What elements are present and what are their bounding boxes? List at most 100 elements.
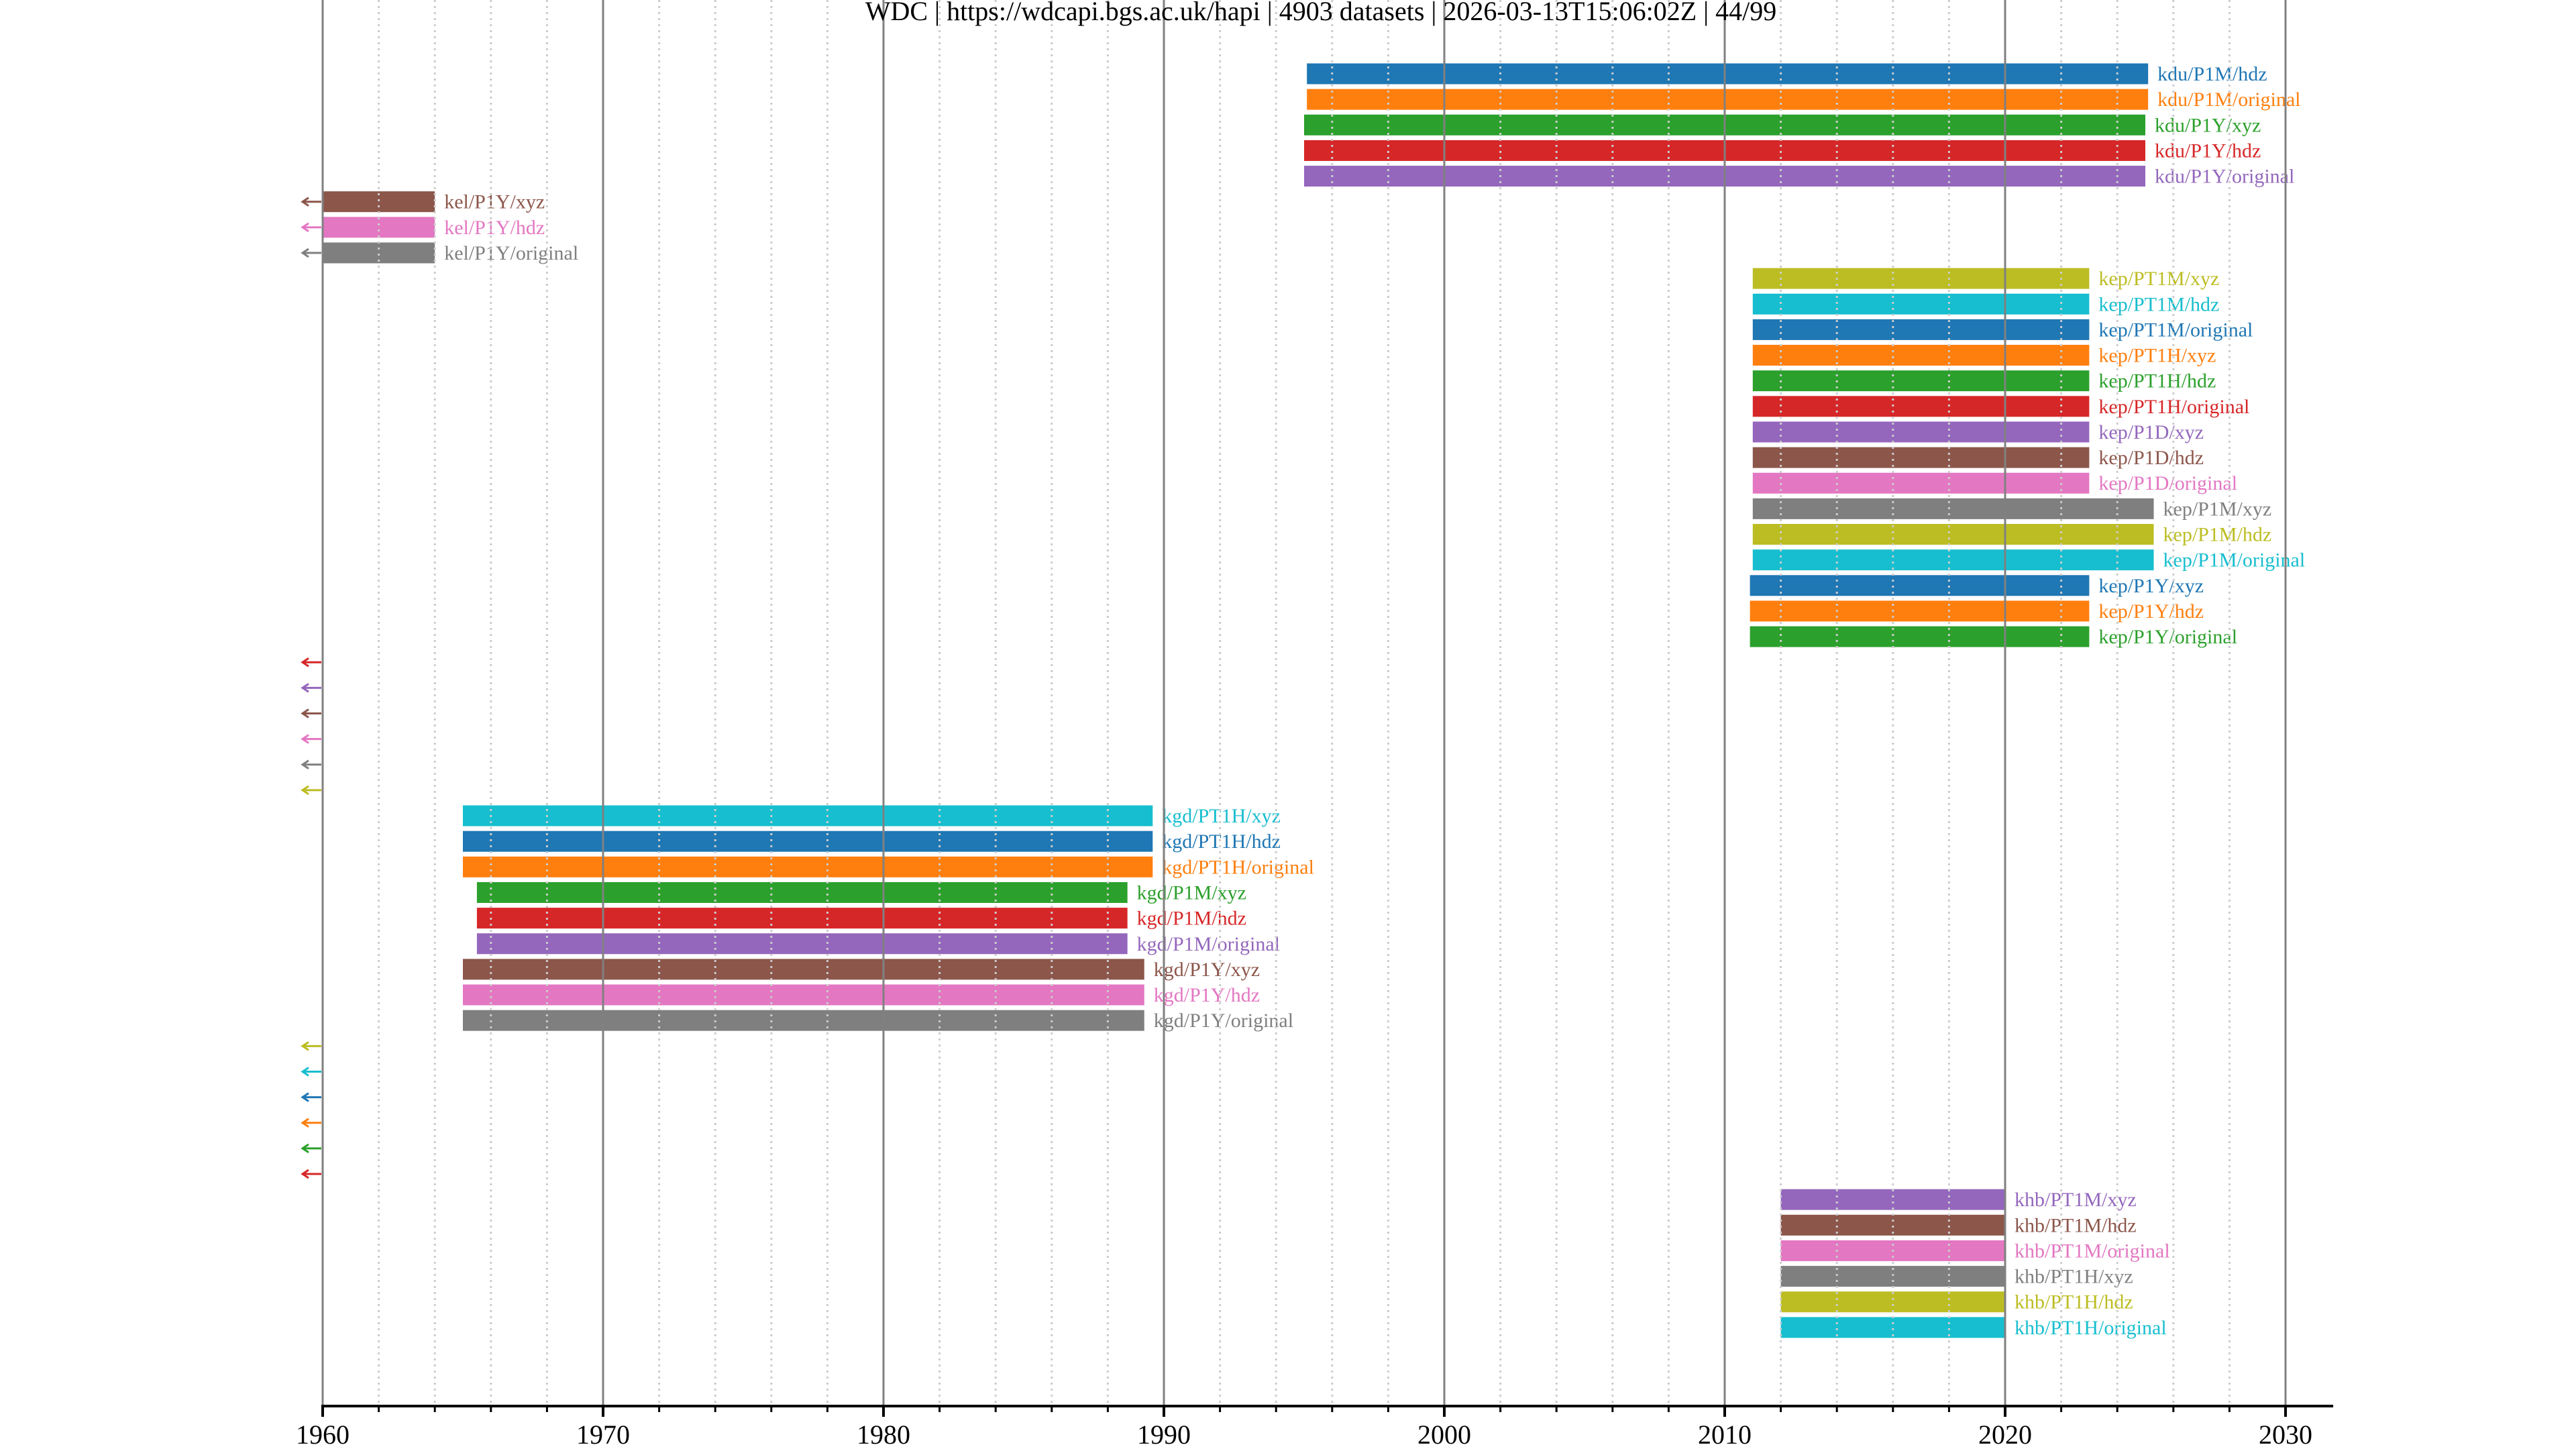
dataset-label: khb/PT1M/hdz — [2015, 1214, 2137, 1236]
dataset-label: kdu/P1Y/hdz — [2155, 140, 2261, 162]
arrow-head — [301, 734, 309, 744]
dataset-bar — [1780, 1189, 2005, 1210]
dataset-label: kgd/P1Y/xyz — [1154, 959, 1260, 981]
dataset-bar — [476, 908, 1128, 929]
dataset-label: kel/P1Y/original — [444, 242, 578, 264]
dataset-label: kgd/P1M/hdz — [1137, 908, 1246, 930]
dataset-label: kep/PT1M/hdz — [2098, 293, 2219, 315]
dataset-label: kep/P1M/hdz — [2163, 524, 2272, 546]
dataset-label: kep/P1Y/original — [2098, 626, 2237, 648]
before-range-arrow-icon — [301, 1067, 321, 1077]
dataset-label: kep/PT1H/xyz — [2098, 345, 2216, 367]
dataset-label: khb/PT1M/original — [2015, 1240, 2170, 1262]
x-tick-label: 1990 — [1137, 1419, 1191, 1449]
arrow-head — [301, 759, 309, 770]
dataset-bar — [1752, 370, 2090, 392]
before-range-arrow-icon — [301, 734, 321, 744]
arrow-head — [301, 1118, 309, 1128]
x-tick-label: 2000 — [1417, 1419, 1471, 1449]
dataset-bar — [1752, 319, 2090, 340]
arrow-head — [301, 222, 309, 233]
before-range-arrow-icon — [301, 1169, 321, 1179]
dataset-label: kdu/P1Y/original — [2155, 166, 2294, 188]
arrow-head — [301, 1143, 309, 1154]
dataset-label: kgd/P1M/xyz — [1137, 881, 1246, 904]
dataset-label: kgd/PT1H/xyz — [1162, 805, 1281, 827]
dataset-bar — [1780, 1291, 2005, 1313]
arrow-head — [301, 197, 309, 207]
x-tick-label: 2020 — [1978, 1419, 2032, 1449]
dataset-bar — [1307, 89, 2149, 110]
dataset-label: kgd/PT1H/original — [1162, 856, 1314, 878]
dataset-bar — [463, 830, 1153, 852]
dataset-bar — [476, 933, 1128, 955]
chart-title: WDC | https://wdcapi.bgs.ac.uk/hapi | 49… — [865, 0, 1777, 26]
dataset-label: kep/PT1H/hdz — [2098, 370, 2216, 392]
dataset-bar — [463, 856, 1153, 877]
before-range-arrow-icon — [301, 785, 321, 796]
before-range-arrow-icon — [301, 1118, 321, 1128]
x-tick-label: 2030 — [2259, 1419, 2312, 1449]
dataset-bar — [1752, 472, 2090, 494]
arrow-head — [301, 1067, 309, 1077]
before-range-arrow-icon — [301, 708, 321, 718]
before-range-arrow-icon — [301, 197, 321, 207]
before-range-arrow-icon — [301, 248, 321, 258]
dataset-bar — [1752, 345, 2090, 366]
dataset-bar — [1752, 549, 2154, 571]
before-range-arrow-icon — [301, 1092, 321, 1102]
dataset-label: kep/PT1M/original — [2098, 319, 2253, 341]
arrow-head — [301, 785, 309, 796]
dataset-bar — [463, 805, 1153, 826]
x-axis: 1960 1970 1980 1990 2000 2010 2020 2030 — [296, 1405, 2334, 1449]
arrow-head — [301, 1092, 309, 1102]
dataset-label: kgd/P1Y/hdz — [1154, 984, 1260, 1006]
dataset-bar — [1752, 421, 2090, 443]
before-range-arrow-icon — [301, 1041, 321, 1051]
dataset-label: kep/P1M/xyz — [2163, 498, 2272, 520]
before-range-arrow-icon — [301, 683, 321, 693]
dataset-label: kep/PT1M/xyz — [2098, 268, 2219, 290]
dataset-bar — [1752, 396, 2090, 417]
dataset-label: kep/P1D/xyz — [2098, 421, 2204, 443]
arrow-head — [301, 1041, 309, 1051]
x-tick-label: 1960 — [296, 1419, 350, 1449]
dataset-bar — [1750, 626, 2090, 647]
dataset-label: kep/P1Y/hdz — [2098, 600, 2204, 623]
dataset-label: kel/P1Y/xyz — [444, 191, 545, 213]
dataset-bar — [476, 881, 1128, 903]
dataset-label: kdu/P1Y/xyz — [2155, 114, 2261, 136]
dataset-label: kep/P1M/original — [2163, 549, 2306, 572]
before-range-arrow-icon — [301, 759, 321, 770]
dataset-bar — [1752, 498, 2154, 519]
arrow-head — [301, 708, 309, 718]
dataset-label: kgd/PT1H/hdz — [1162, 830, 1281, 853]
dataset-label: kel/P1Y/hdz — [444, 217, 545, 239]
before-range-arrow-icon — [301, 222, 321, 233]
dataset-bar — [463, 984, 1144, 1006]
dataset-bar — [463, 959, 1144, 980]
dataset-label: kdu/P1M/hdz — [2157, 63, 2267, 85]
dataset-label: khb/PT1H/xyz — [2015, 1266, 2133, 1288]
x-tick-label: 1980 — [857, 1419, 910, 1449]
gridline-overlay — [321, 0, 2287, 1406]
arrow-head — [301, 657, 309, 667]
dataset-label: kgd/P1M/original — [1137, 933, 1280, 955]
before-range-arrow-icon — [301, 1143, 321, 1154]
dataset-label: kgd/P1Y/original — [1154, 1010, 1293, 1032]
dataset-label: khb/PT1M/xyz — [2015, 1189, 2137, 1211]
arrow-head — [301, 248, 309, 258]
dataset-bar — [1752, 447, 2090, 468]
dataset-bar — [1750, 575, 2090, 596]
dataset-label: kep/P1D/hdz — [2098, 447, 2204, 469]
dataset-bar — [1752, 268, 2090, 289]
dataset-label: kep/P1Y/xyz — [2098, 575, 2204, 597]
before-range-arrow-icon — [301, 657, 321, 667]
x-tick-label: 1970 — [576, 1419, 630, 1449]
dataset-bar — [1307, 63, 2149, 85]
arrow-head — [301, 1169, 309, 1179]
arrow-head — [301, 683, 309, 693]
dataset-bar — [1752, 524, 2154, 545]
dataset-bar — [1752, 293, 2090, 315]
